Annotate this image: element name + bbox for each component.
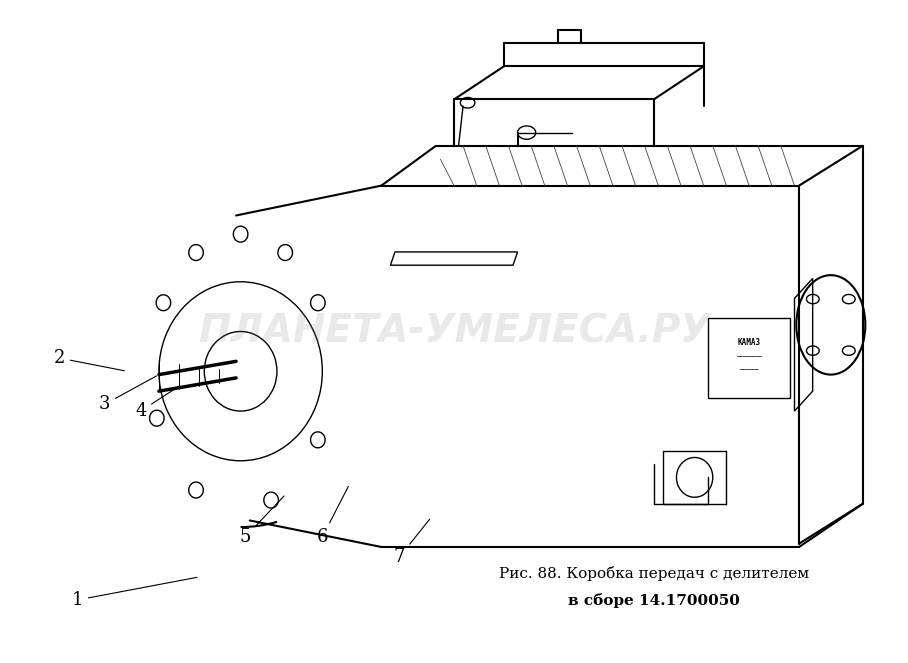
Text: 6: 6	[317, 487, 349, 546]
Text: ПЛАНЕТА-УМЕЛЕСА.РУ: ПЛАНЕТА-УМЕЛЕСА.РУ	[198, 312, 710, 351]
Text: в сборе 14.1700050: в сборе 14.1700050	[568, 593, 740, 607]
Text: 4: 4	[135, 386, 179, 420]
Text: КАМАЗ: КАМАЗ	[737, 338, 761, 347]
Text: 3: 3	[99, 376, 156, 414]
Text: 7: 7	[394, 519, 429, 566]
Text: ────────: ────────	[736, 355, 762, 360]
Polygon shape	[708, 318, 790, 398]
Text: ──────: ──────	[739, 368, 759, 373]
Text: Рис. 88. Коробка передач с делителем: Рис. 88. Коробка передач с делителем	[498, 566, 809, 581]
Text: 1: 1	[72, 577, 197, 609]
Text: 2: 2	[54, 349, 124, 371]
Text: 5: 5	[240, 496, 284, 546]
